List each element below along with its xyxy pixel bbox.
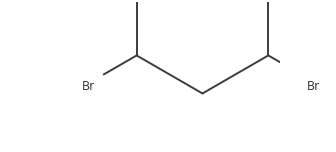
Text: Br: Br (82, 80, 95, 93)
Text: Br: Br (307, 80, 320, 93)
